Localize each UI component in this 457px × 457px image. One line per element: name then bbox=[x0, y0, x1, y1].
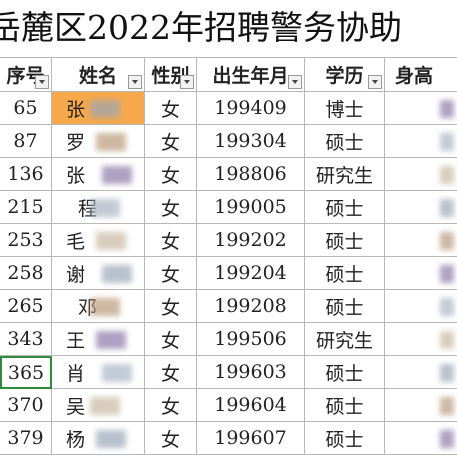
table-cell: 215 bbox=[0, 191, 52, 224]
empty-cell bbox=[385, 191, 457, 224]
table-cell: 258 bbox=[0, 257, 52, 290]
table-cell: 硕士 bbox=[305, 422, 385, 455]
empty-cell bbox=[385, 125, 457, 158]
filter-button[interactable] bbox=[288, 75, 302, 89]
table-cell: 硕士 bbox=[305, 356, 385, 389]
column-header: 身高 bbox=[385, 57, 457, 92]
table-cell: 博士 bbox=[305, 92, 385, 125]
table-cell: 硕士 bbox=[305, 125, 385, 158]
filter-button[interactable] bbox=[128, 75, 142, 89]
table-cell: 女 bbox=[145, 257, 197, 290]
table-cell: 罗 bbox=[52, 125, 145, 158]
filter-button[interactable] bbox=[180, 75, 194, 89]
column-header: 出生年月 bbox=[197, 57, 305, 92]
filter-button[interactable] bbox=[35, 75, 49, 89]
table-cell: 谢 bbox=[52, 257, 145, 290]
table-cell: 吴 bbox=[52, 389, 145, 422]
redaction bbox=[96, 331, 126, 349]
table-cell: 87 bbox=[0, 125, 52, 158]
redaction bbox=[440, 364, 454, 382]
redaction bbox=[440, 199, 454, 217]
table-cell: 肖 bbox=[52, 356, 145, 389]
empty-cell bbox=[385, 323, 457, 356]
table-cell: 199506 bbox=[197, 323, 305, 356]
table-cell: 硕士 bbox=[305, 191, 385, 224]
redaction bbox=[96, 232, 126, 250]
table-cell: 研究生 bbox=[305, 158, 385, 191]
redaction bbox=[440, 298, 454, 316]
empty-cell bbox=[385, 92, 457, 125]
table-cell: 199603 bbox=[197, 356, 305, 389]
table-cell: 199604 bbox=[197, 389, 305, 422]
empty-cell bbox=[385, 224, 457, 257]
table-cell: 硕士 bbox=[305, 389, 385, 422]
table-cell: 343 bbox=[0, 323, 52, 356]
redaction bbox=[102, 265, 132, 283]
empty-cell bbox=[385, 257, 457, 290]
table-cell: 王 bbox=[52, 323, 145, 356]
table-cell: 265 bbox=[0, 290, 52, 323]
empty-cell bbox=[385, 158, 457, 191]
table-cell: 张 bbox=[52, 158, 145, 191]
table-cell: 女 bbox=[145, 422, 197, 455]
redaction bbox=[90, 298, 120, 316]
table-cell: 198806 bbox=[197, 158, 305, 191]
table-cell: 253 bbox=[0, 224, 52, 257]
redaction bbox=[440, 100, 454, 118]
table-cell: 女 bbox=[145, 125, 197, 158]
table-cell: 199208 bbox=[197, 290, 305, 323]
redaction bbox=[90, 199, 120, 217]
table-cell: 136 bbox=[0, 158, 52, 191]
table-cell: 女 bbox=[145, 323, 197, 356]
table-cell: 199204 bbox=[197, 257, 305, 290]
table-cell: 硕士 bbox=[305, 257, 385, 290]
table-cell: 女 bbox=[145, 191, 197, 224]
redaction bbox=[102, 364, 132, 382]
redaction bbox=[440, 166, 454, 184]
sheet-title: 岳麓区2022年招聘警务协助 bbox=[0, 8, 402, 47]
redaction bbox=[440, 133, 454, 151]
table-cell: 女 bbox=[145, 356, 197, 389]
filter-button[interactable] bbox=[368, 75, 382, 89]
table-cell: 199607 bbox=[197, 422, 305, 455]
redaction bbox=[96, 133, 126, 151]
redaction bbox=[440, 265, 454, 283]
table-cell: 379 bbox=[0, 422, 52, 455]
redaction bbox=[102, 166, 132, 184]
table-cell: 365 bbox=[0, 356, 52, 389]
table-cell: 研究生 bbox=[305, 323, 385, 356]
empty-cell bbox=[385, 290, 457, 323]
redaction bbox=[440, 430, 454, 448]
column-header: 学历 bbox=[305, 57, 385, 92]
table-cell: 女 bbox=[145, 158, 197, 191]
redaction bbox=[440, 331, 454, 349]
table-cell: 65 bbox=[0, 92, 52, 125]
table-cell: 杨 bbox=[52, 422, 145, 455]
table-cell: 199202 bbox=[197, 224, 305, 257]
table-cell: 硕士 bbox=[305, 224, 385, 257]
redaction bbox=[440, 232, 454, 250]
table-cell: 女 bbox=[145, 224, 197, 257]
table-cell: 女 bbox=[145, 92, 197, 125]
table-cell: 女 bbox=[145, 290, 197, 323]
table-cell: 硕士 bbox=[305, 290, 385, 323]
column-header: 性别 bbox=[145, 57, 197, 92]
column-header: 姓名 bbox=[52, 57, 145, 92]
empty-cell bbox=[385, 422, 457, 455]
redaction bbox=[90, 100, 120, 118]
column-header: 序号 bbox=[0, 57, 52, 92]
table-cell: 199304 bbox=[197, 125, 305, 158]
empty-cell bbox=[385, 389, 457, 422]
table-cell: 370 bbox=[0, 389, 52, 422]
table-cell: 毛 bbox=[52, 224, 145, 257]
redaction bbox=[90, 397, 120, 415]
table-cell: 女 bbox=[145, 389, 197, 422]
empty-cell bbox=[385, 356, 457, 389]
spreadsheet: 序号 姓名 性别 出生年月 学历 身高 65 张女 199409 博士 87 罗女 199304 硕士 13… bbox=[0, 57, 457, 457]
redaction bbox=[440, 397, 454, 415]
redaction bbox=[96, 430, 126, 448]
table-cell: 199005 bbox=[197, 191, 305, 224]
table-cell: 199409 bbox=[197, 92, 305, 125]
